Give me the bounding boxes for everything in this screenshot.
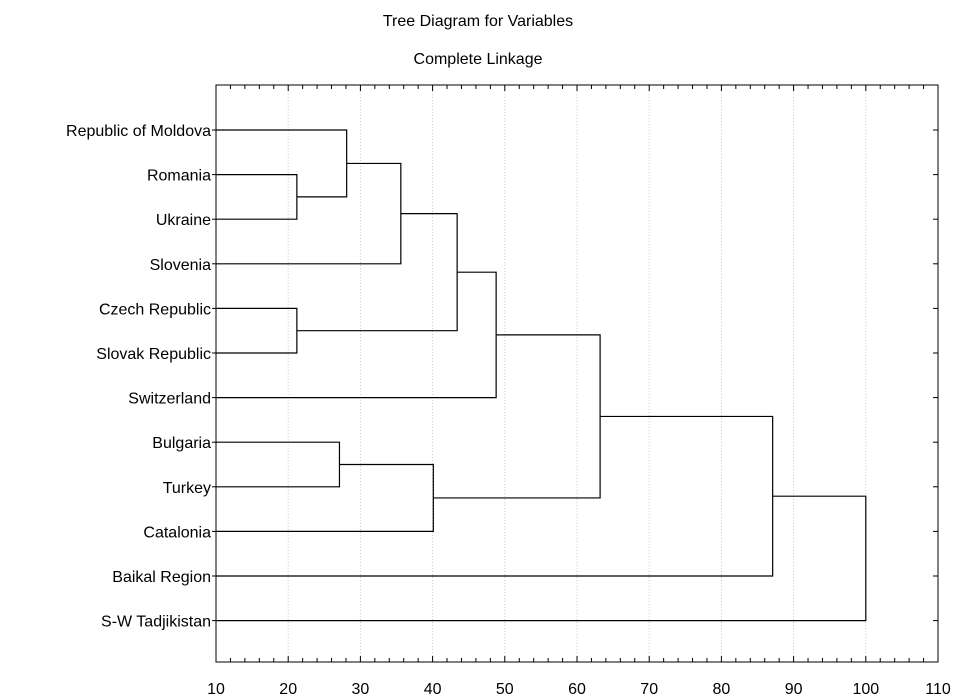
dendrogram-link: [216, 441, 341, 488]
leaf-label: Romania: [147, 168, 211, 185]
dendrogram-link: [216, 129, 348, 198]
leaf-label: Baikal Region: [112, 569, 211, 586]
leaf-label: Turkey: [163, 480, 211, 497]
dendrogram-link: [433, 334, 601, 499]
leaf-label: Bulgaria: [152, 435, 211, 452]
leaf-label: Czech Republic: [99, 301, 211, 318]
grid: [287, 85, 867, 662]
x-axis-tick-labels: 10 20 30 40 50 60 70 80 90 100 110: [207, 681, 951, 698]
x-tick-label: 60: [568, 681, 586, 698]
dendrogram-link: [216, 463, 434, 532]
dendrogram-link: [216, 307, 298, 354]
axis-ticks: [212, 85, 939, 662]
leaf-label: Slovenia: [150, 257, 211, 274]
dendrogram-link: [216, 174, 298, 220]
x-tick-label: 30: [352, 681, 370, 698]
x-tick-label: 10: [207, 681, 225, 698]
x-tick-label: 50: [496, 681, 514, 698]
leaf-label: Switzerland: [128, 391, 211, 408]
leaf-labels: Republic of Moldova Romania Ukraine Sloveni…: [66, 123, 211, 631]
chart-title: Tree Diagram for Variables: [383, 13, 573, 30]
leaf-label: Ukraine: [156, 212, 211, 229]
plot-frame: [215, 84, 939, 663]
x-tick-label: 20: [279, 681, 297, 698]
dendrogram-link: [296, 213, 458, 332]
x-tick-label: 90: [785, 681, 803, 698]
dendrogram-link: [216, 271, 497, 399]
x-tick-label: 100: [852, 681, 879, 698]
dendrogram-link: [216, 495, 867, 622]
leaf-label: Slovak Republic: [96, 346, 211, 363]
x-tick-label: 70: [640, 681, 658, 698]
x-tick-label: 80: [713, 681, 731, 698]
dendrogram-branches: [216, 129, 867, 622]
chart-subtitle: Complete Linkage: [414, 51, 543, 68]
x-tick-label: 110: [925, 681, 951, 698]
leaf-label: Catalonia: [143, 524, 211, 541]
dendrogram-link: [216, 415, 774, 577]
leaf-label: S-W Tadjikistan: [101, 614, 211, 631]
leaf-label: Republic of Moldova: [66, 123, 211, 140]
dendrogram-link: [216, 162, 402, 265]
x-tick-label: 40: [424, 681, 442, 698]
